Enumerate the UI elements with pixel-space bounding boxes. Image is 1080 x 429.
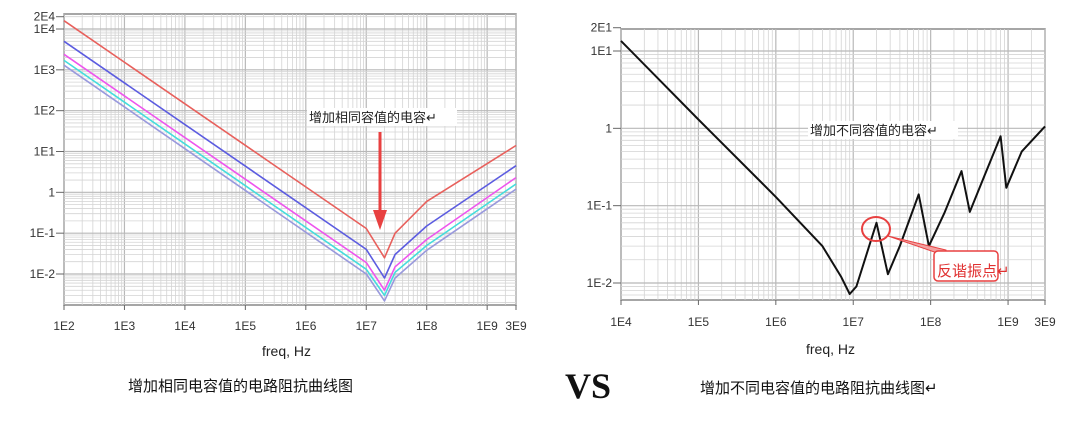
callout-box [933, 250, 999, 282]
series-line-5 [63, 64, 517, 302]
vs-label: VS [565, 366, 612, 406]
x-tick-label: 1E8 [920, 315, 942, 329]
annotation-bg [307, 108, 457, 126]
y-tick-label: 1 [48, 185, 55, 199]
chart-2: 1E4 1E5 1E6 1E7 1E8 1E9 3E9 2E1 1E1 1 1E-1 1E-2 增加不同… [587, 21, 1056, 329]
x-tick-label: 1E5 [235, 319, 257, 333]
x-tick-label: 1E9 [997, 315, 1019, 329]
annotation-bg [808, 121, 958, 139]
series-line-1 [620, 40, 1046, 295]
y-tick-label: 2E4 [34, 10, 56, 24]
x-tick-label: 1E3 [114, 319, 136, 333]
series-line-4 [63, 59, 517, 297]
resonance-circle [861, 216, 891, 242]
x-tick-label: 1E8 [416, 319, 438, 333]
x-tick-label: 1E4 [610, 315, 632, 329]
annotation-text: 增加不同容值的电容↵ [810, 123, 938, 139]
y-tick-label: 1E1 [591, 44, 613, 58]
y-tick-label: 1 [605, 121, 612, 135]
y-tick-label: 1E-2 [30, 267, 56, 281]
x-tick-label: 1E6 [295, 319, 317, 333]
x-tick-label: 3E9 [1034, 315, 1056, 329]
callout-text: 反谐振点↵ [937, 262, 1010, 280]
series-line-2 [63, 40, 517, 279]
y-tick-label: 1E-1 [30, 226, 56, 240]
y-tick-label: 1E4 [34, 22, 56, 36]
y-tick-label: 1E-1 [587, 199, 613, 213]
left-caption: 增加相同电容值的电路阻抗曲线图 [128, 377, 354, 395]
left-x-axis-label: freq, Hz [262, 343, 312, 359]
series-line-1 [63, 20, 517, 259]
y-tick-label: 1E3 [34, 63, 56, 77]
plot-area [63, 13, 517, 306]
x-tick-label: 1E2 [53, 319, 75, 333]
right-caption: 增加不同电容值的电路阻抗曲线图↵ [700, 379, 938, 397]
y-tick-label: 1E1 [34, 145, 56, 159]
x-tick-label: 1E9 [476, 319, 498, 333]
x-tick-label: 1E7 [843, 315, 865, 329]
x-tick-label: 1E6 [765, 315, 787, 329]
annotation-text: 增加相同容值的电容↵ [309, 110, 437, 126]
y-tick-label: 1E2 [34, 104, 56, 118]
x-tick-label: 1E4 [174, 319, 196, 333]
series-line-3 [63, 53, 517, 291]
annotation-arrow-head [373, 210, 387, 230]
x-tick-label: 3E9 [505, 319, 527, 333]
y-tick-label: 1E-2 [587, 276, 613, 290]
right-x-axis-label: freq, Hz [806, 341, 856, 357]
x-tick-label: 1E7 [356, 319, 378, 333]
y-tick-label: 2E1 [591, 21, 613, 35]
chart-1: 1E2 1E3 1E4 1E5 1E6 1E7 1E8 1E9 3E92E41E41E31E21… [30, 10, 527, 333]
x-tick-label: 1E5 [688, 315, 710, 329]
